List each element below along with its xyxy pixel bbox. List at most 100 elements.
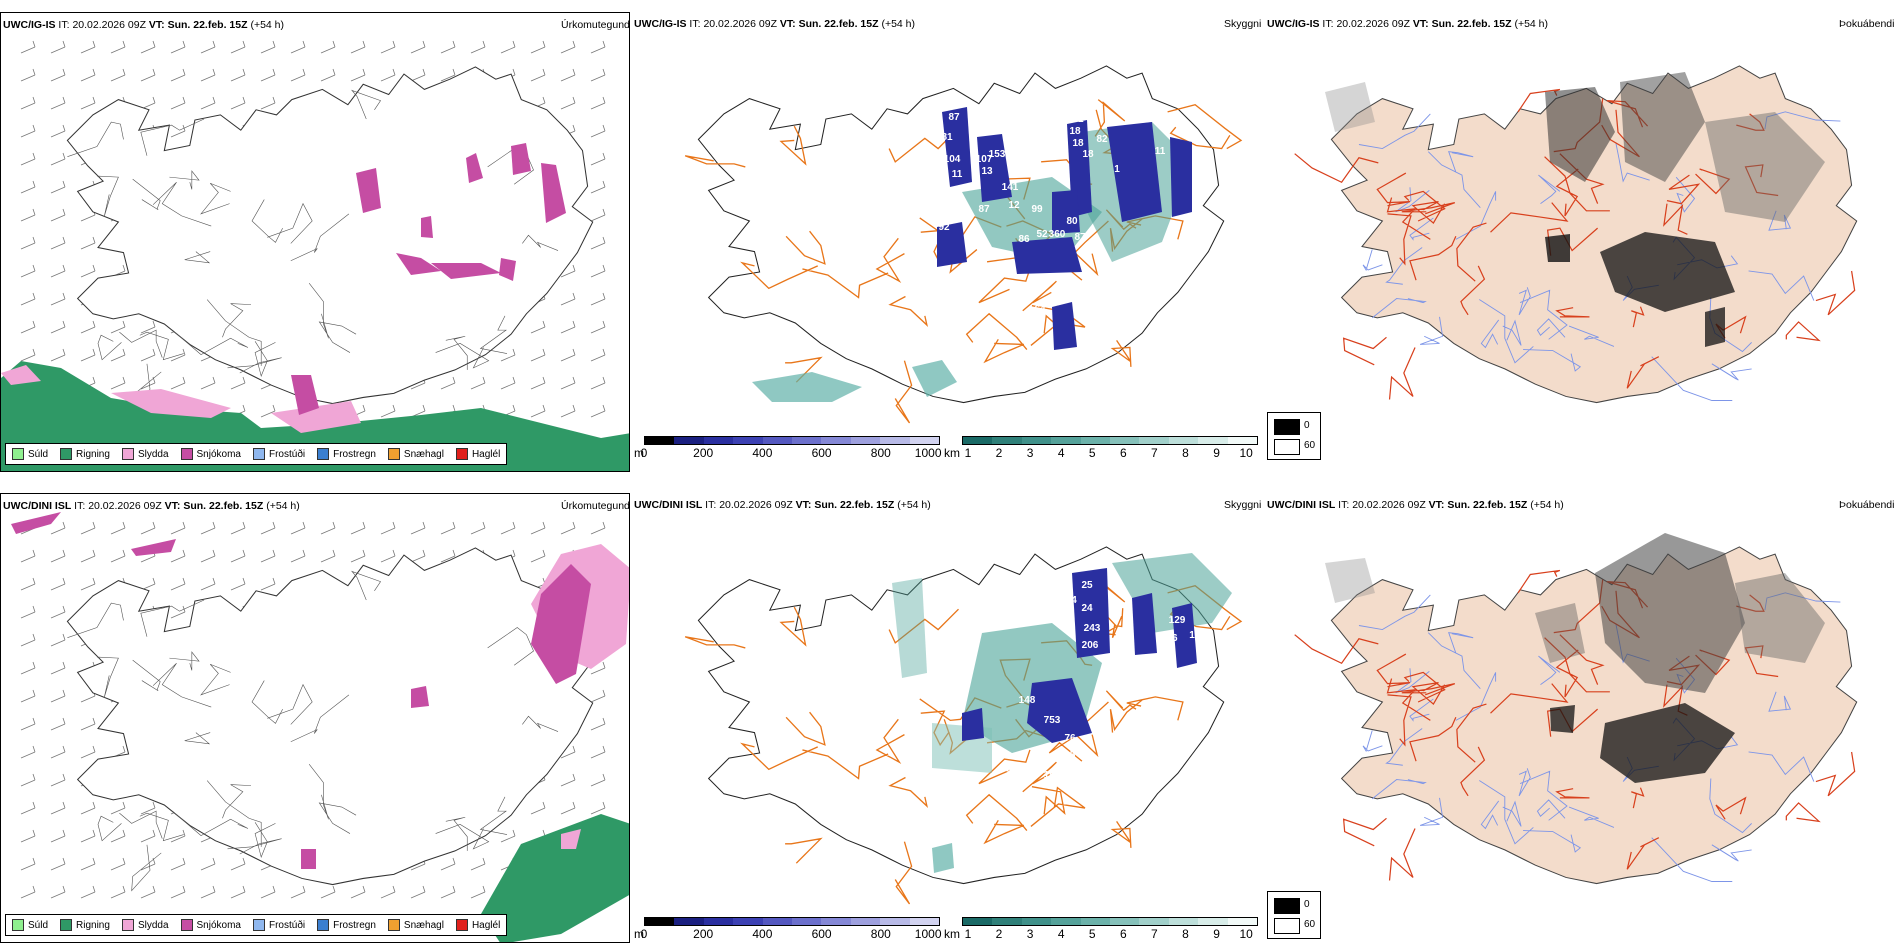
visibility-panel-top: 87 81 104 107 153 11 13 141 12 681 99 92 87 52 86 360 80… bbox=[632, 12, 1268, 472]
ceiling-unit: m bbox=[634, 446, 644, 460]
fog-area bbox=[1600, 232, 1735, 312]
ceiling-label: 11 bbox=[1155, 146, 1166, 157]
ceiling-label: 82 bbox=[1096, 134, 1108, 145]
wind-barb bbox=[590, 689, 606, 703]
precip-type-title: Úrkomutegund bbox=[561, 500, 630, 512]
wind-barb bbox=[500, 521, 516, 535]
wind-barb bbox=[470, 376, 486, 390]
wind-barb bbox=[500, 829, 516, 843]
snow-area bbox=[411, 686, 429, 708]
ceiling-label: 87 bbox=[978, 204, 990, 215]
ceiling-label: 129 bbox=[1169, 615, 1186, 626]
precip-map-bottom bbox=[11, 512, 629, 942]
wind-barb bbox=[320, 885, 336, 899]
wind-barb bbox=[380, 521, 396, 535]
ceiling-label: 87 bbox=[1074, 232, 1086, 243]
wind-barb bbox=[290, 68, 306, 82]
rain-area bbox=[481, 814, 629, 942]
wind-barb bbox=[140, 857, 156, 871]
wind-barb bbox=[410, 40, 426, 54]
fog-panel-top: UWC/IG-IS IT: 20.02.2026 09Z VT: Sun. 22… bbox=[1265, 12, 1895, 472]
wind-barb bbox=[20, 124, 36, 138]
visibility-area bbox=[892, 578, 927, 678]
snow-area bbox=[431, 263, 501, 279]
wind-barb bbox=[80, 68, 96, 82]
ceiling-label: 25 bbox=[1081, 580, 1093, 591]
wind-barb bbox=[20, 885, 36, 899]
wind-barb bbox=[200, 857, 216, 871]
wind-barb bbox=[590, 236, 606, 250]
wind-barb bbox=[50, 829, 66, 843]
wind-barb bbox=[410, 521, 426, 535]
wind-barb bbox=[80, 236, 96, 250]
wind-barb bbox=[110, 885, 126, 899]
wind-barb bbox=[590, 292, 606, 306]
wind-barb bbox=[200, 577, 216, 591]
ceiling-label: 753 bbox=[1044, 715, 1061, 726]
wind-barb bbox=[530, 348, 546, 362]
precip-type-legend: Súld Rigning Slydda Snjókoma Frostúði Fr… bbox=[5, 443, 508, 465]
ceiling-colorbar: 0 200 400 600 800 1000 bbox=[641, 917, 942, 941]
ceiling-label: 360 bbox=[1049, 229, 1066, 240]
snow-area bbox=[301, 849, 316, 869]
wind-barb bbox=[350, 521, 366, 535]
wind-barb bbox=[20, 208, 36, 222]
wind-barb bbox=[50, 152, 66, 166]
wind-barb bbox=[50, 180, 66, 194]
wind-barb bbox=[80, 717, 96, 731]
wind-barb bbox=[590, 68, 606, 82]
wind-barb bbox=[530, 40, 546, 54]
wind-barb bbox=[140, 577, 156, 591]
sleet-area bbox=[561, 829, 581, 849]
wind-barb bbox=[80, 40, 96, 54]
ceiling-label: 148 bbox=[1019, 695, 1036, 706]
wind-barb bbox=[20, 717, 36, 731]
wind-barb bbox=[440, 549, 456, 563]
wind-barb bbox=[440, 521, 456, 535]
wind-barb bbox=[50, 549, 66, 563]
precip-type-panel-bottom: UWC/DINI ISL IT: 20.02.2026 09Z VT: Sun.… bbox=[0, 493, 630, 943]
wind-barb bbox=[260, 577, 276, 591]
wind-barb bbox=[410, 549, 426, 563]
wind-barb bbox=[590, 320, 606, 334]
ceiling-colorbar: 0 200 400 600 800 1000 bbox=[641, 436, 942, 460]
ceiling-label: 18 bbox=[1069, 126, 1081, 137]
wind-barb bbox=[560, 320, 576, 334]
wind-barb bbox=[140, 40, 156, 54]
wind-barb bbox=[170, 605, 186, 619]
ceiling-label: 104 bbox=[944, 154, 961, 165]
wind-barb bbox=[110, 320, 126, 334]
wind-barb bbox=[50, 40, 66, 54]
visibility-area bbox=[932, 843, 954, 873]
wind-barb bbox=[290, 549, 306, 563]
wind-barb bbox=[110, 801, 126, 815]
wind-barb bbox=[260, 549, 276, 563]
wind-barb bbox=[140, 829, 156, 843]
ceiling-label: 243 bbox=[1084, 623, 1101, 634]
wind-barb bbox=[50, 124, 66, 138]
wind-barb bbox=[140, 801, 156, 815]
wind-barb bbox=[380, 885, 396, 899]
wind-barb bbox=[140, 376, 156, 390]
ceiling-label: 91 bbox=[1072, 114, 1084, 125]
wind-barb bbox=[200, 68, 216, 82]
wind-barb bbox=[590, 404, 606, 418]
panel-header: UWC/DINI ISL IT: 20.02.2026 09Z VT: Sun.… bbox=[1267, 499, 1564, 511]
wind-barb bbox=[290, 885, 306, 899]
fog-area bbox=[1545, 234, 1570, 262]
wind-barb bbox=[380, 68, 396, 82]
wind-barb bbox=[560, 745, 576, 759]
wind-barb bbox=[170, 521, 186, 535]
wind-barb bbox=[50, 236, 66, 250]
ceiling-area bbox=[937, 222, 967, 267]
wind-barb bbox=[20, 292, 36, 306]
ceiling-label: 87 bbox=[948, 112, 960, 123]
wind-barb bbox=[20, 801, 36, 815]
wind-barb bbox=[560, 264, 576, 278]
ceiling-label: 105 bbox=[1059, 750, 1076, 761]
precip-type-legend: Súld Rigning Slydda Snjókoma Frostúði Fr… bbox=[5, 914, 508, 936]
wind-barb bbox=[230, 885, 246, 899]
wind-barb bbox=[50, 521, 66, 535]
wind-barb bbox=[170, 68, 186, 82]
